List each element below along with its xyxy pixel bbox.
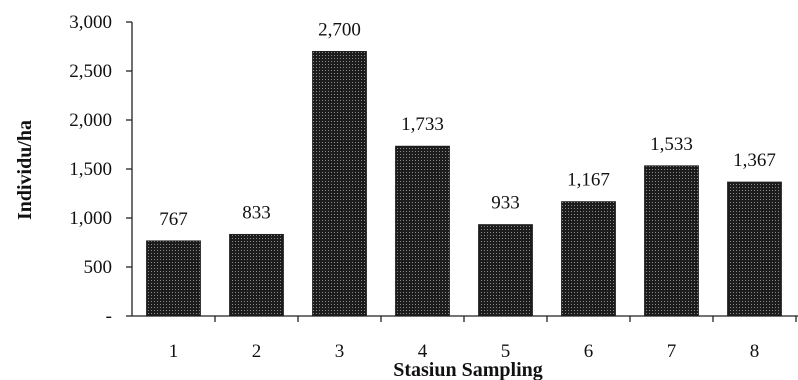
y-tick-label: 3,000 — [69, 12, 112, 33]
x-tick-label: 2 — [252, 341, 262, 362]
x-tick-label: 6 — [584, 341, 594, 362]
data-label: 933 — [491, 193, 520, 214]
bar — [561, 201, 616, 317]
y-tick-label: 1,000 — [69, 208, 112, 229]
y-tick-label: 500 — [84, 257, 113, 278]
y-tick-label: 2,000 — [69, 110, 112, 131]
bar — [727, 181, 782, 317]
data-label: 1,367 — [733, 150, 776, 171]
y-axis-title: Individu/ha — [14, 120, 36, 220]
bar — [312, 51, 367, 317]
x-tick-label: 4 — [418, 341, 428, 362]
plot-area: - 500 1,000 1,500 2,000 2,500 3,000 767 1 833 2 2,7… — [69, 12, 798, 362]
data-label: 1,533 — [650, 134, 693, 155]
x-tick-label: 7 — [667, 341, 677, 362]
bar — [644, 165, 699, 317]
y-tick-label: 2,500 — [69, 61, 112, 82]
data-label: 1,167 — [567, 170, 610, 191]
x-tick-label: 1 — [169, 341, 179, 362]
data-label: 767 — [159, 209, 188, 230]
x-tick-label: 5 — [501, 341, 511, 362]
bar — [478, 224, 533, 317]
bar — [146, 240, 201, 317]
x-axis-title: Stasiun Sampling — [393, 359, 543, 380]
y-tick-label: - — [106, 306, 112, 327]
x-tick-label: 8 — [750, 341, 760, 362]
bar — [229, 233, 284, 317]
data-label: 833 — [242, 202, 271, 223]
data-label: 1,733 — [401, 114, 444, 135]
x-tick-label: 3 — [335, 341, 345, 362]
y-tick-label: 1,500 — [69, 159, 112, 180]
bar — [395, 145, 450, 317]
data-label: 2,700 — [318, 19, 361, 40]
